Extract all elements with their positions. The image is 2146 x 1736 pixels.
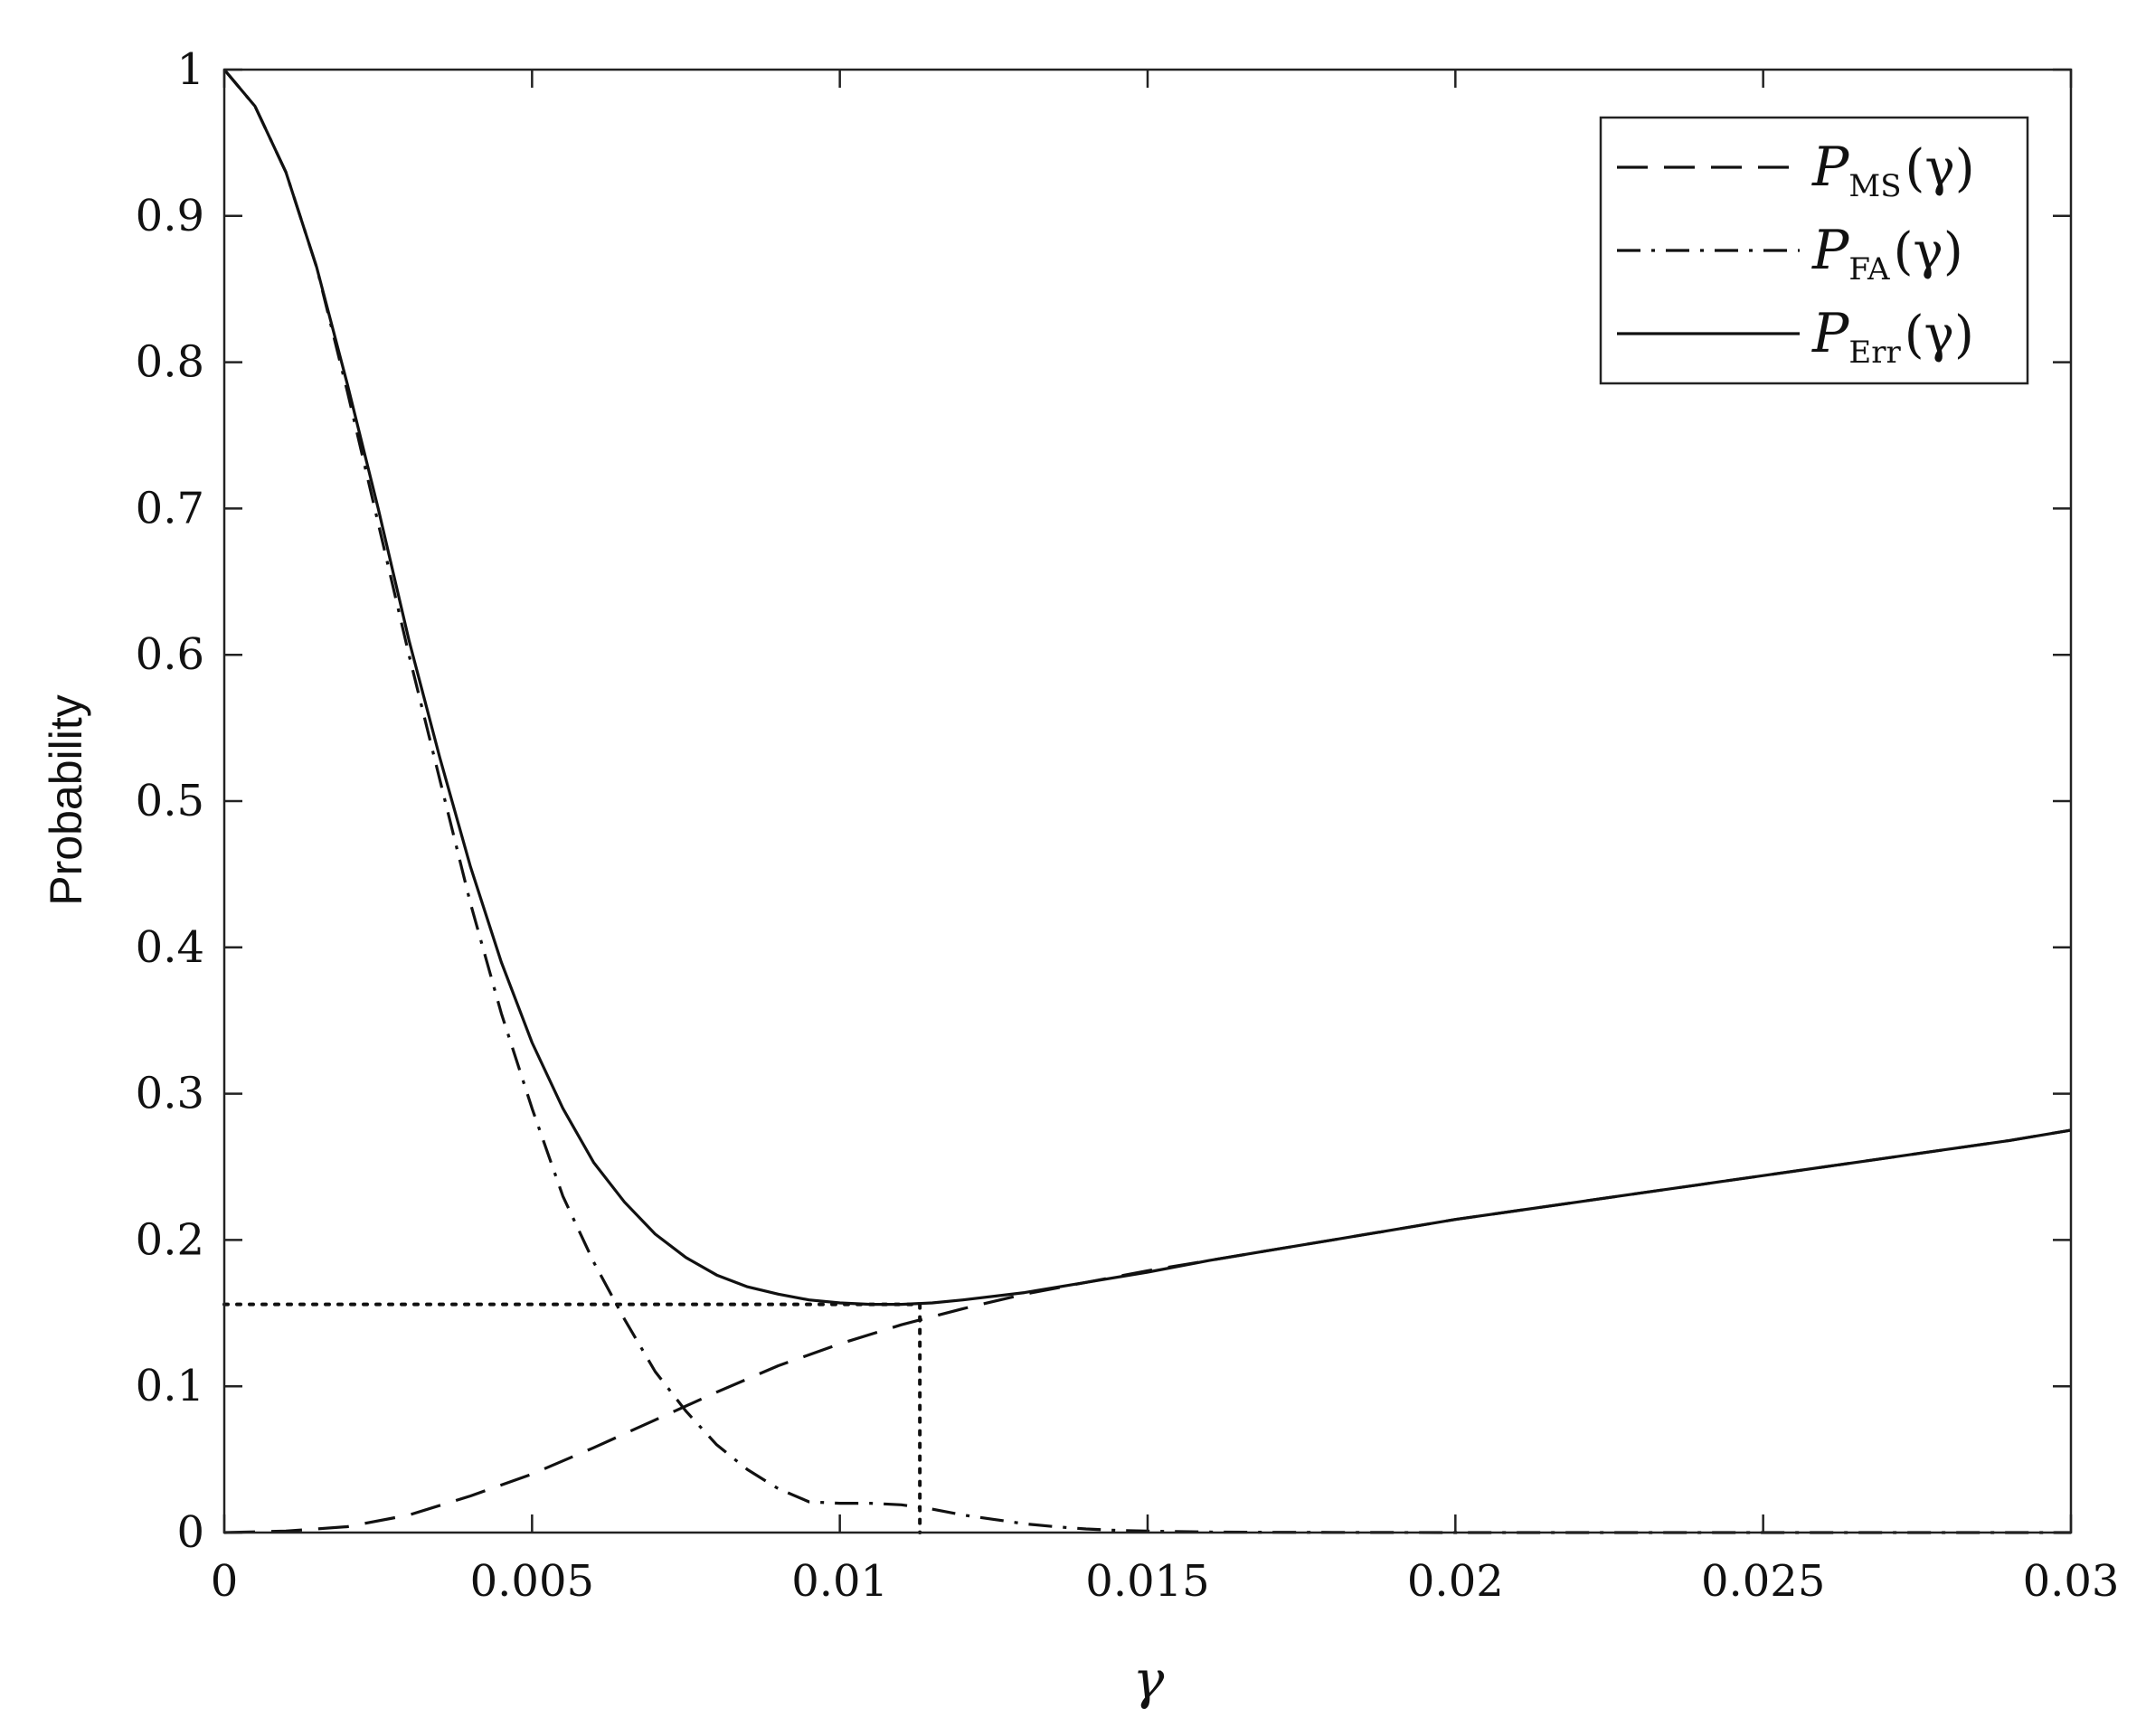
x-tick-label: 0.02: [1407, 1556, 1504, 1607]
ticks-layer: 0 0.005 0.01 0.015 0.02 0.025 0.03 0 0.1 0.2 0.3 0.…: [136, 44, 2120, 1607]
y-axis-label: Probability: [41, 694, 91, 905]
legend-label: PMS(γ): [1811, 136, 1975, 204]
x-tick-label: 0.015: [1085, 1556, 1209, 1607]
legend: PMS(γ) PFA(γ) PErr(γ): [1599, 116, 2029, 385]
y-tick-label: 0.7: [136, 483, 204, 533]
y-tick-label: 0.5: [136, 776, 204, 826]
y-tick-label: 0.2: [136, 1214, 204, 1265]
legend-entry-err: PErr(γ): [1617, 302, 1974, 371]
legend-label: PErr(γ): [1811, 302, 1974, 371]
annotation-layer: [222, 1302, 922, 1534]
y-tick-label: 0.8: [136, 337, 204, 388]
y-tick-label: 0.6: [136, 629, 204, 680]
y-tick-label: 0.1: [136, 1361, 204, 1411]
x-tick-label: 0.01: [791, 1556, 888, 1607]
y-tick-label: 0.4: [136, 922, 204, 973]
legend-entry-fa: PFA(γ): [1617, 219, 1963, 288]
y-tick-label: 1: [176, 44, 204, 95]
series-line-fa: [222, 68, 2071, 1534]
legend-label: PFA(γ): [1811, 219, 1963, 288]
x-tick-label: 0.03: [2023, 1556, 2120, 1607]
x-tick-label: 0: [211, 1556, 239, 1607]
x-tick-label: 0.005: [470, 1556, 594, 1607]
x-tick-label: 0.025: [1701, 1556, 1825, 1607]
y-tick-label: 0: [176, 1507, 204, 1558]
y-tick-label: 0.3: [136, 1069, 204, 1119]
legend-entry-ms: PMS(γ): [1617, 136, 1975, 204]
series-line-ms: [223, 1128, 2072, 1534]
x-axis-label: γ: [1133, 1649, 1165, 1711]
y-tick-label: 0.9: [136, 191, 204, 241]
